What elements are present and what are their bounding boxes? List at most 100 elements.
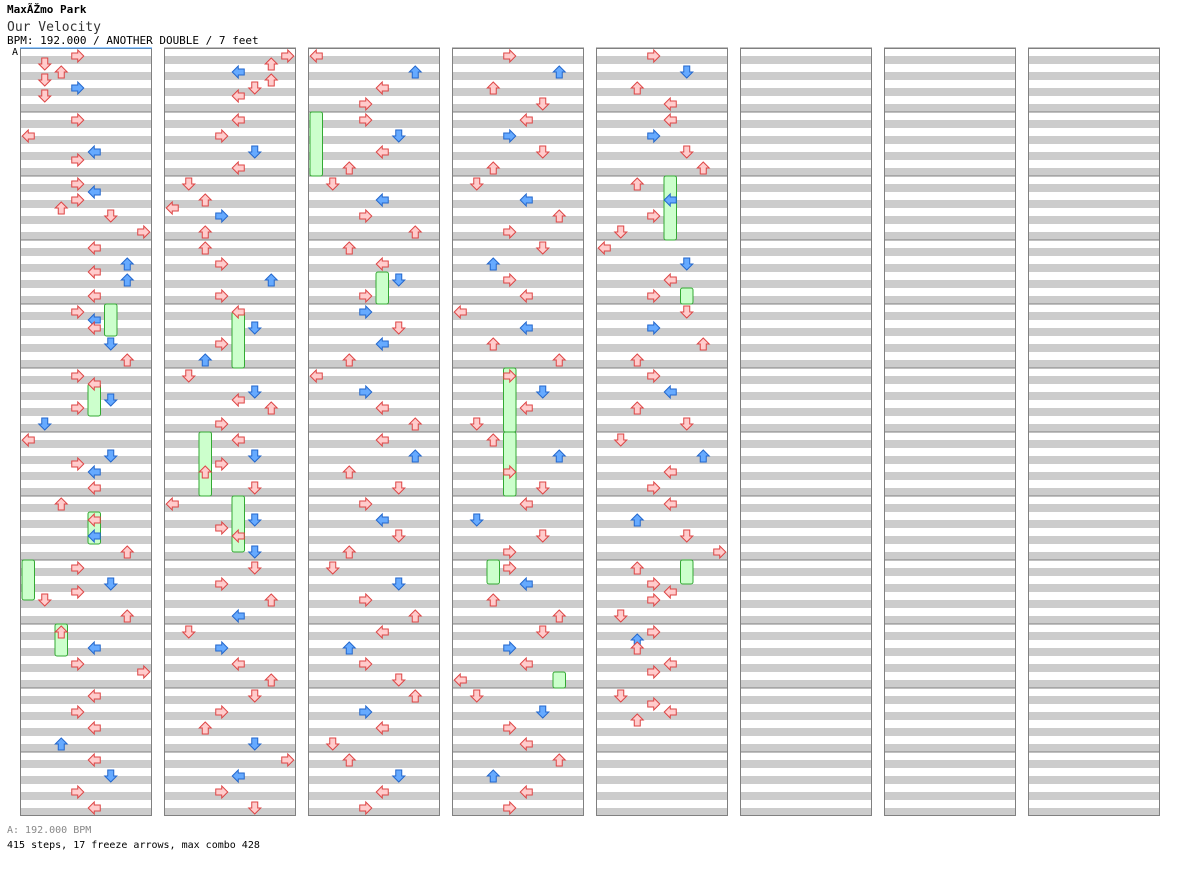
beat-stripe [20,264,152,272]
beat-stripe [164,264,296,272]
eighth-note-arrow [54,737,69,751]
column-border [884,48,1016,816]
beat-stripe [740,424,872,432]
column-border [740,48,872,816]
beat-stripe [1028,152,1160,160]
beat-stripe [740,808,872,816]
quarter-note-arrow [519,656,533,672]
quarter-note-arrow [391,481,406,495]
beat-stripe [20,616,152,624]
beat-stripe [884,392,1016,400]
quarter-note-arrow [247,81,262,95]
beat-stripe [452,536,584,544]
beat-stripe [452,136,584,144]
beat-stripe [20,728,152,736]
beat-stripe [452,728,584,736]
beat-stripe [20,184,152,192]
eighth-note-arrow [375,512,389,528]
quarter-note-arrow [663,704,677,720]
beat-stripe [740,520,872,528]
beat-stripe [884,248,1016,256]
freeze-arrow [198,431,212,497]
quarter-note-arrow [519,784,533,800]
beat-stripe [740,536,872,544]
beat-stripe [452,696,584,704]
beat-stripe [884,312,1016,320]
quarter-note-arrow [264,73,279,87]
quarter-note-arrow [503,544,517,560]
beat-stripe [20,392,152,400]
beat-stripe [740,712,872,720]
beat-stripe [308,760,440,768]
quarter-note-arrow [375,144,389,160]
beat-stripe [596,88,728,96]
beat-stripe [596,728,728,736]
beat-stripe [164,120,296,128]
quarter-note-arrow [231,304,245,320]
beat-stripe [740,728,872,736]
beat-stripe [740,232,872,240]
beat-stripe [452,216,584,224]
beat-stripe [884,104,1016,112]
beat-stripe [596,504,728,512]
beat-stripe [20,456,152,464]
beat-stripe [164,248,296,256]
beat-stripe [20,360,152,368]
freeze-arrow [663,175,677,241]
quarter-note-arrow [391,529,406,543]
quarter-note-arrow [71,560,85,576]
quarter-note-arrow [359,656,373,672]
beat-stripe [164,424,296,432]
beat-stripe [596,680,728,688]
eighth-note-arrow [679,257,694,271]
beat-stripe [164,344,296,352]
beat-stripe [1028,552,1160,560]
beat-stripe [20,520,152,528]
quarter-note-arrow [87,320,101,336]
beat-stripe [308,520,440,528]
beat-stripe [20,152,152,160]
beat-stripe [596,280,728,288]
column-border [308,48,440,816]
beat-stripe [740,632,872,640]
beat-stripe [452,584,584,592]
beat-stripe [740,136,872,144]
quarter-note-arrow [215,256,229,272]
beat-stripe [20,56,152,64]
beat-stripe [596,808,728,816]
beat-stripe [1028,680,1160,688]
beat-stripe [20,744,152,752]
quarter-note-arrow [408,417,423,431]
quarter-note-arrow [325,561,340,575]
beat-stripe [452,232,584,240]
quarter-note-arrow [613,225,628,239]
song-artist: MaxÃŽmo Park [7,3,87,16]
quarter-note-arrow [630,177,645,191]
beat-stripe [164,408,296,416]
eighth-note-arrow [120,257,135,271]
quarter-note-arrow [519,736,533,752]
quarter-note-arrow [486,81,501,95]
beat-stripe [596,648,728,656]
beat-stripe [164,584,296,592]
quarter-note-arrow [198,721,213,735]
beat-stripe [1028,568,1160,576]
beat-stripe [596,264,728,272]
beat-stripe [308,792,440,800]
quarter-note-arrow [359,208,373,224]
quarter-note-arrow [713,544,727,560]
beat-stripe [1028,712,1160,720]
beat-stripe [20,760,152,768]
quarter-note-arrow [519,400,533,416]
beat-stripe [308,680,440,688]
beat-stripe [1028,488,1160,496]
beat-stripe [1028,632,1160,640]
quarter-note-arrow [247,801,262,815]
beat-stripe [596,456,728,464]
beat-stripe [884,344,1016,352]
quarter-note-arrow [613,689,628,703]
quarter-note-arrow [37,57,52,71]
beat-stripe [164,152,296,160]
quarter-note-arrow [215,128,229,144]
beat-stripe [20,72,152,80]
